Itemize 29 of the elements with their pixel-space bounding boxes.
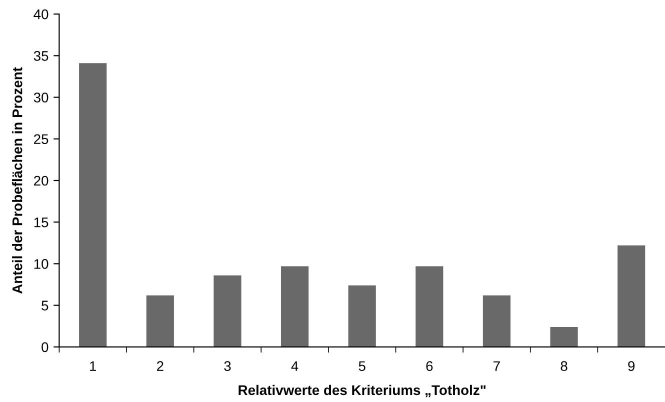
bar [618, 245, 646, 347]
x-tick-label: 3 [224, 361, 231, 372]
bar [280, 266, 309, 347]
bar [550, 326, 578, 347]
y-tick-label: 20 [34, 176, 48, 186]
x-tick-label: 2 [156, 361, 164, 371]
x-tick-label: 9 [628, 361, 635, 372]
x-tick-label: 5 [358, 361, 366, 372]
y-tick-label: 10 [34, 259, 48, 269]
y-tick-label: 40 [34, 9, 48, 20]
bar [348, 285, 376, 347]
x-tick-label: 8 [560, 361, 568, 372]
y-tick-label: 25 [34, 134, 48, 144]
bar [482, 295, 511, 347]
y-tick-label: 0 [42, 342, 48, 352]
bar [214, 275, 242, 347]
y-tick-label: 15 [34, 218, 48, 228]
y-tick-label: 35 [34, 51, 48, 61]
x-tick-label: 7 [494, 361, 500, 371]
x-axis-title: Relativwerte des Kriteriums „Totholz" [238, 384, 486, 398]
y-tick-label: 5 [42, 300, 48, 310]
x-tick-label: 4 [291, 361, 298, 371]
x-tick-label: 6 [426, 361, 433, 372]
bar [79, 63, 107, 347]
bar [416, 266, 444, 347]
x-tick-label: 1 [90, 361, 96, 371]
y-tick-label: 30 [34, 92, 48, 102]
bar [146, 295, 174, 347]
y-axis-title: Anteil der Probeflächen in Prozent [12, 67, 22, 294]
